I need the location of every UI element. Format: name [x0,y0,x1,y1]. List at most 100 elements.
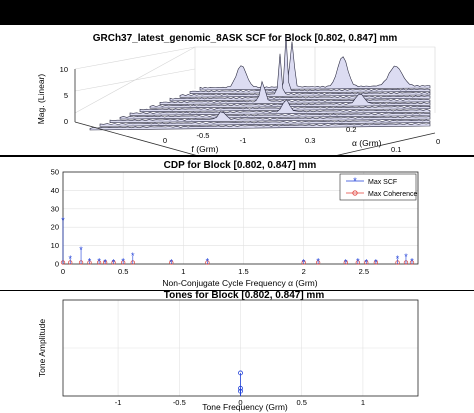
tone-marker [238,385,243,391]
max-scf-point: * [396,254,400,264]
surface-title: GRCh37_latest_genomic_8ASK SCF for Block… [93,33,398,44]
surface-ridge [89,123,431,131]
max-coherence-point [355,260,360,265]
max-coherence-point [315,260,321,265]
surface-f-ticks: 0 -0.5 -1 [163,131,246,145]
max-scf-point: * [121,257,125,267]
legend-marker-circle [352,190,358,196]
cdp-x-tick-label: 0 [61,267,65,276]
alpha-tick-label: 0 [436,137,440,146]
scf-surface-panel: GRCh37_latest_genomic_8ASK SCF for Block… [0,25,474,155]
surface-ridge [119,112,431,120]
max-scf-point: * [112,257,116,267]
max-scf-point: * [131,251,135,261]
max-coherence-point [409,260,415,265]
max-scf-point: * [206,257,210,267]
max-coherence-point [87,260,92,265]
surface-ridge [129,98,431,116]
alpha-tick-label: 0.3 [305,136,315,145]
cdp-panel: CDP for Block [0.802, 0.847] mm 0 0.5 1 1.5… [0,157,474,290]
tone-marker [238,370,243,376]
max-scf-point: * [410,257,414,267]
cdp-y-tick-label: 20 [51,223,59,232]
tones-x-tick-label: -1 [115,398,122,407]
cdp-x-tick-label: 1.5 [238,267,248,276]
cdp-y-ticks: 0 10 20 30 40 50 [51,168,59,269]
legend-entry-max-coherence: Max Coherence [368,191,418,198]
alpha-tick-label: 0.2 [346,125,356,134]
max-scf-point: * [103,257,107,267]
surface-ridge [159,80,431,105]
cdp-title: CDP for Block [0.802, 0.847] mm [164,160,317,171]
surface-ridge [169,95,431,102]
tones-x-tick-label: 1 [361,398,365,407]
cdp-x-label: Non-Conjugate Cycle Frequency α (Grm) [162,278,317,288]
z-tick-label: 5 [64,91,68,100]
cdp-x-tick-label: 2.5 [359,267,369,276]
legend-box [339,173,417,201]
max-coherence-point [96,260,102,265]
surface-f-label: f (Grm) [192,144,219,154]
cdp-axes-box [62,171,419,265]
max-scf-point: * [316,257,320,267]
cdp-data-points: **** * * * *** * * * * * * * * * * [60,215,415,268]
surface-alpha-ticks: 0 0.1 0.2 0.3 [305,125,440,154]
tones-title: Tones for Block [0.802, 0.847] mm [164,291,325,301]
surface-grid [74,46,436,114]
z-tick-label: 10 [60,65,68,74]
tones-panel: Tones for Block [0.802, 0.847] mm -1 -0.5… [0,291,474,413]
f-tick-label: 0 [163,136,167,145]
max-coherence-point [343,260,348,265]
surface-ridges [89,35,431,131]
tones-x-tick-label: 0 [238,398,242,407]
surface-ridge [99,119,431,127]
surface-box [74,69,436,155]
max-scf-point: * [302,258,306,268]
tones-x-tick-label: -0.5 [173,398,186,407]
legend-entry-max-scf: Max SCF [368,179,397,186]
max-scf-point: * [356,257,360,267]
tones-plot[interactable]: Tones for Block [0.802, 0.847] mm -1 -0.5… [0,291,474,413]
f-tick-label: -1 [240,136,247,145]
surface-z-label: Mag. (Linear) [36,74,46,125]
max-scf-point: * [344,258,348,268]
cdp-legend: * Max SCF Max Coherence [339,173,418,201]
tones-stems [238,370,243,396]
surface-ridge [179,53,431,98]
cdp-x-tick-label: 0.5 [118,267,128,276]
max-scf-point: * [68,254,72,264]
max-scf-point: * [374,258,378,268]
tones-x-label: Tone Frequency (Grm) [202,402,288,412]
surface-z-ticks: 0 5 10 [60,65,68,126]
cdp-y-tick-label: 0 [55,260,59,269]
tones-x-tick-label: 0.5 [296,398,306,407]
max-coherence-point [364,260,369,265]
f-tick-label: -0.5 [197,131,210,140]
cdp-y-tick-label: 10 [51,241,59,250]
surface-ridge [199,41,431,91]
cdp-y-tick-label: 30 [51,204,59,213]
tones-y-label: Tone Amplitude [37,319,47,377]
legend-marker-asterisk: * [353,176,357,186]
surface-ridge [189,35,431,94]
cdp-plot[interactable]: CDP for Block [0.802, 0.847] mm 0 0.5 1 1.5… [0,157,474,290]
cdp-y-tick-label: 40 [51,186,59,195]
surface-ridge [109,111,431,124]
max-scf-point: * [97,257,101,267]
max-coherence-point [102,260,108,265]
alpha-tick-label: 0.1 [391,145,401,154]
max-scf-point: * [79,245,83,255]
tones-x-ticks: -1 -0.5 0 0.5 1 [115,398,365,407]
scf-surface-plot[interactable]: GRCh37_latest_genomic_8ASK SCF for Block… [0,25,474,155]
surface-ridge [149,93,431,109]
max-scf-point: * [404,252,408,262]
max-coherence-point [169,260,174,265]
cdp-x-tick-label: 2 [302,267,306,276]
cdp-y-tick-label: 50 [51,168,59,177]
max-coherence-point [111,260,116,265]
max-scf-point: * [88,257,92,267]
max-coherence-point [205,260,210,265]
max-scf-point: * [364,258,368,268]
max-coherence-point [373,260,379,265]
